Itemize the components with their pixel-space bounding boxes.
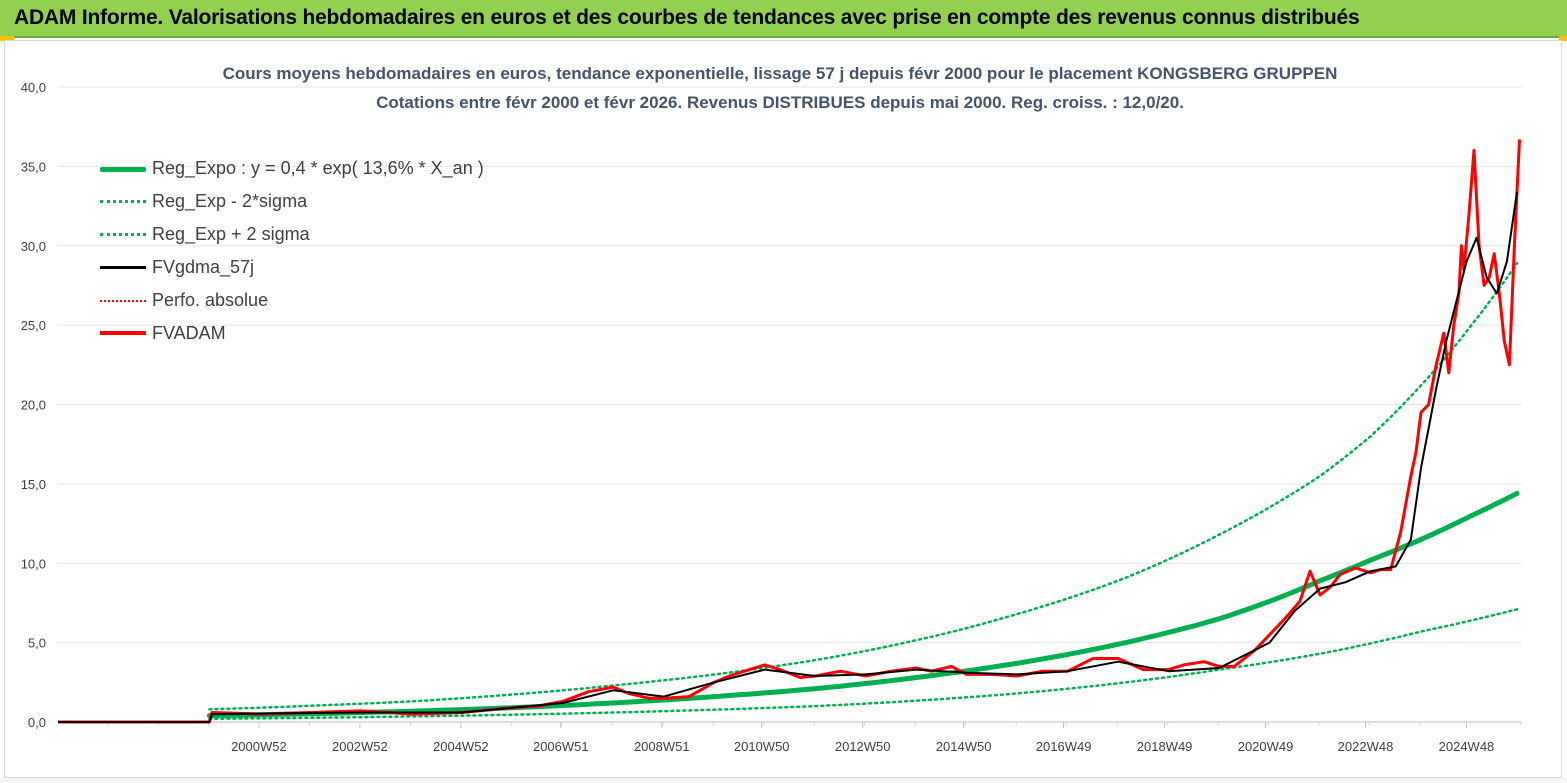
x-tick-label: 2024W48 bbox=[1439, 739, 1495, 754]
legend-label: Reg_Expo : y = 0,4 * exp( 13,6% * X_an ) bbox=[152, 158, 484, 178]
legend-swatch-fvadam bbox=[100, 329, 146, 339]
x-tick-label: 2004W52 bbox=[433, 739, 489, 754]
legend-swatch-fvgdma bbox=[100, 263, 146, 273]
legend-item-reg-exp-minus: Reg_Exp - 2*sigma bbox=[100, 185, 484, 218]
legend-item-reg-expo: Reg_Expo : y = 0,4 * exp( 13,6% * X_an ) bbox=[100, 152, 484, 185]
chart-title-line2: Cotations entre févr 2000 et févr 2026. … bbox=[376, 93, 1184, 112]
corner-accent-left bbox=[0, 36, 14, 41]
legend-label: Perfo. absolue bbox=[152, 290, 269, 310]
legend-swatch-perfo bbox=[100, 296, 146, 306]
chart-legend: Reg_Expo : y = 0,4 * exp( 13,6% * X_an )… bbox=[100, 152, 484, 350]
legend-label: Reg_Exp - 2*sigma bbox=[152, 191, 308, 211]
y-tick-label: 15,0 bbox=[21, 477, 46, 492]
y-axis-ticks: 0,0 5,0 10,0 15,0 20,0 25,0 30,0 35,0 40,0 bbox=[21, 80, 46, 730]
series-line-reg-expo bbox=[206, 490, 1520, 719]
y-tick-label: 10,0 bbox=[21, 556, 46, 571]
y-tick-label: 5,0 bbox=[28, 636, 46, 651]
legend-swatch-reg-exp-plus bbox=[100, 230, 146, 240]
x-tick-label: 2020W49 bbox=[1238, 739, 1294, 754]
report-banner: ADAM Informe. Valorisations hebdomadaire… bbox=[0, 0, 1567, 38]
legend-swatch-reg-expo bbox=[100, 164, 146, 174]
x-tick-label: 2000W52 bbox=[231, 739, 287, 754]
corner-accent-right bbox=[1559, 36, 1567, 41]
chart-frame bbox=[4, 40, 1562, 778]
gridlines bbox=[58, 86, 1522, 723]
series-line-reg-exp-minus bbox=[208, 608, 1519, 721]
series-lines bbox=[58, 139, 1521, 724]
bottom-strip bbox=[0, 778, 1567, 783]
legend-item-fvadam: FVADAM bbox=[100, 317, 484, 350]
report-title: ADAM Informe. Valorisations hebdomadaire… bbox=[14, 6, 1360, 29]
legend-item-fvgdma: FVgdma_57j bbox=[100, 251, 484, 284]
chart-title-line1: Cours moyens hebdomadaires en euros, ten… bbox=[222, 64, 1338, 83]
x-tick-label: 2006W51 bbox=[533, 739, 589, 754]
y-tick-label: 35,0 bbox=[21, 159, 46, 174]
legend-label: FVADAM bbox=[152, 323, 226, 343]
y-tick-label: 0,0 bbox=[28, 715, 46, 730]
legend-label: Reg_Exp + 2 sigma bbox=[152, 224, 310, 244]
y-tick-label: 30,0 bbox=[21, 239, 46, 254]
legend-label: FVgdma_57j bbox=[152, 257, 255, 277]
legend-item-reg-exp-plus: Reg_Exp + 2 sigma bbox=[100, 218, 484, 251]
legend-item-perfo: Perfo. absolue bbox=[100, 284, 484, 317]
x-tick-label: 2014W50 bbox=[936, 739, 992, 754]
y-tick-label: 40,0 bbox=[21, 80, 46, 95]
x-tick-label: 2012W50 bbox=[835, 739, 891, 754]
y-tick-label: 20,0 bbox=[21, 398, 46, 413]
x-tick-label: 2018W49 bbox=[1137, 739, 1193, 754]
x-tick-label: 2016W49 bbox=[1036, 739, 1092, 754]
x-tick-label: 2002W52 bbox=[332, 739, 388, 754]
y-tick-label: 25,0 bbox=[21, 318, 46, 333]
series-line-fvgdma bbox=[58, 191, 1518, 723]
x-tick-label: 2008W51 bbox=[634, 739, 690, 754]
x-axis-ticks: 2000W52 2002W52 2004W52 2006W51 2008W51 2010W… bbox=[106, 722, 1522, 754]
series-line-reg-exp-plus bbox=[208, 261, 1519, 711]
x-tick-label: 2022W48 bbox=[1338, 739, 1394, 754]
x-tick-label: 2010W50 bbox=[734, 739, 790, 754]
legend-swatch-reg-exp-minus bbox=[100, 197, 146, 207]
